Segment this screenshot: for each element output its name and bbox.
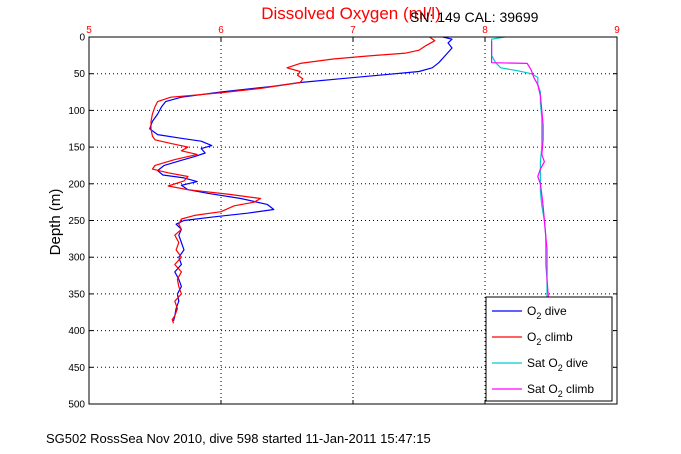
y-tick-label: 150 — [68, 143, 85, 154]
y-tick-label: 450 — [68, 363, 85, 374]
series-line-sat-climb — [491, 40, 549, 298]
y-tick-label: 400 — [68, 326, 85, 337]
x-tick-label: 8 — [482, 25, 488, 36]
legend-box — [485, 296, 613, 402]
y-tick-label: 200 — [68, 179, 85, 190]
y-tick-label: 350 — [68, 289, 85, 300]
y-tick-label: 250 — [68, 216, 85, 227]
chart-title: Dissolved Oxygen (ml/l) — [261, 4, 441, 23]
footer-caption: SG502 RossSea Nov 2010, dive 598 started… — [46, 431, 431, 446]
y-axis-label: Depth (m) — [47, 189, 64, 256]
legend-label: O2 dive — [527, 304, 567, 321]
legend-label: O2 climb — [527, 330, 573, 347]
x-tick-label: 5 — [86, 25, 92, 36]
sensor-info: SN: 149 CAL: 39699 — [410, 9, 539, 25]
x-tick-label: 6 — [218, 25, 224, 36]
legend: O2 dive O2 climb Sat O2 dive Sat O2 climb — [485, 296, 613, 402]
series-line-dive — [149, 36, 453, 322]
y-tick-label: 500 — [68, 400, 85, 411]
y-tick-label: 100 — [68, 106, 85, 117]
legend-label: Sat O2 climb — [527, 382, 594, 399]
y-tick-label: 300 — [68, 253, 85, 264]
series-line-sat-dive — [491, 36, 548, 298]
y-tick-label: 0 — [79, 33, 85, 44]
axis-ticks: 5 6 7 8 9 0 50 100 150 200 250 300 350 400 450 500 — [68, 25, 620, 411]
x-tick-label: 9 — [614, 25, 620, 36]
x-tick-label: 7 — [350, 25, 356, 36]
y-tick-label: 50 — [74, 69, 86, 80]
legend-label: Sat O2 dive — [527, 356, 588, 373]
series-line-climb — [150, 36, 436, 324]
series-lines — [149, 36, 549, 324]
